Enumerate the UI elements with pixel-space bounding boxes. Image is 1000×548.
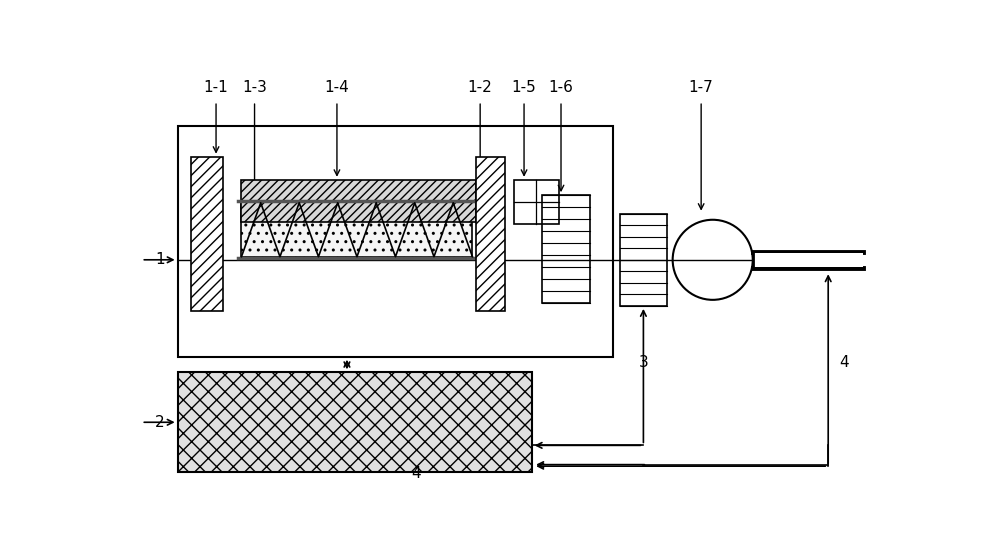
Text: 4: 4 xyxy=(839,355,848,370)
Text: 3: 3 xyxy=(639,355,648,370)
Text: 1-6: 1-6 xyxy=(549,80,573,95)
Bar xyxy=(191,157,223,311)
Bar xyxy=(753,253,863,267)
Bar xyxy=(178,126,613,357)
Bar xyxy=(178,372,532,472)
Text: 1: 1 xyxy=(155,252,165,267)
Bar xyxy=(476,157,505,311)
Text: 1-1: 1-1 xyxy=(204,80,228,95)
Text: 1-7: 1-7 xyxy=(689,80,714,95)
Text: 1-3: 1-3 xyxy=(242,80,267,95)
Text: 1-2: 1-2 xyxy=(468,80,493,95)
Text: 1-5: 1-5 xyxy=(512,80,536,95)
Text: 4: 4 xyxy=(411,466,421,481)
Bar xyxy=(241,180,476,222)
Text: 1-4: 1-4 xyxy=(325,80,349,95)
Text: 2: 2 xyxy=(155,415,165,430)
Bar xyxy=(514,180,559,224)
Bar xyxy=(620,214,666,306)
Bar xyxy=(241,203,472,256)
Bar xyxy=(542,195,590,303)
